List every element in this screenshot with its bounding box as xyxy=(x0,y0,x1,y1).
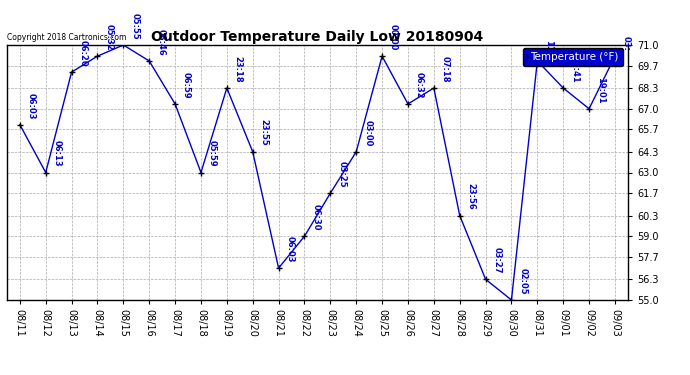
Text: 11:: 11: xyxy=(544,40,553,56)
Text: 06:59: 06:59 xyxy=(182,72,191,98)
Text: 06:41: 06:41 xyxy=(570,56,579,82)
Text: 06:32: 06:32 xyxy=(415,72,424,98)
Text: 03:00: 03:00 xyxy=(363,120,372,146)
Text: 23:18: 23:18 xyxy=(234,56,243,82)
Text: 06:13: 06:13 xyxy=(52,140,61,167)
Text: 03:27: 03:27 xyxy=(493,247,502,274)
Text: 23:56: 23:56 xyxy=(466,183,475,210)
Text: 07:18: 07:18 xyxy=(441,56,450,82)
Text: 03:25: 03:25 xyxy=(337,161,346,188)
Text: 00:00: 00:00 xyxy=(389,24,398,51)
Text: 06:03: 06:03 xyxy=(286,236,295,262)
Text: Copyright 2018 Cartronics.com: Copyright 2018 Cartronics.com xyxy=(7,33,126,42)
Text: 05:55: 05:55 xyxy=(130,13,139,39)
Text: 03:: 03: xyxy=(622,36,631,51)
Text: 05:32: 05:32 xyxy=(104,24,113,51)
Text: 19:01: 19:01 xyxy=(596,76,605,103)
Text: 06:20: 06:20 xyxy=(79,40,88,66)
Title: Outdoor Temperature Daily Low 20180904: Outdoor Temperature Daily Low 20180904 xyxy=(151,30,484,44)
Legend: Temperature (°F): Temperature (°F) xyxy=(523,48,622,66)
Text: 06:03: 06:03 xyxy=(27,93,36,119)
Text: 05:59: 05:59 xyxy=(208,140,217,167)
Text: 23:55: 23:55 xyxy=(259,120,268,146)
Text: 06:46: 06:46 xyxy=(156,28,165,56)
Text: 02:05: 02:05 xyxy=(518,268,527,294)
Text: 06:30: 06:30 xyxy=(311,204,320,231)
